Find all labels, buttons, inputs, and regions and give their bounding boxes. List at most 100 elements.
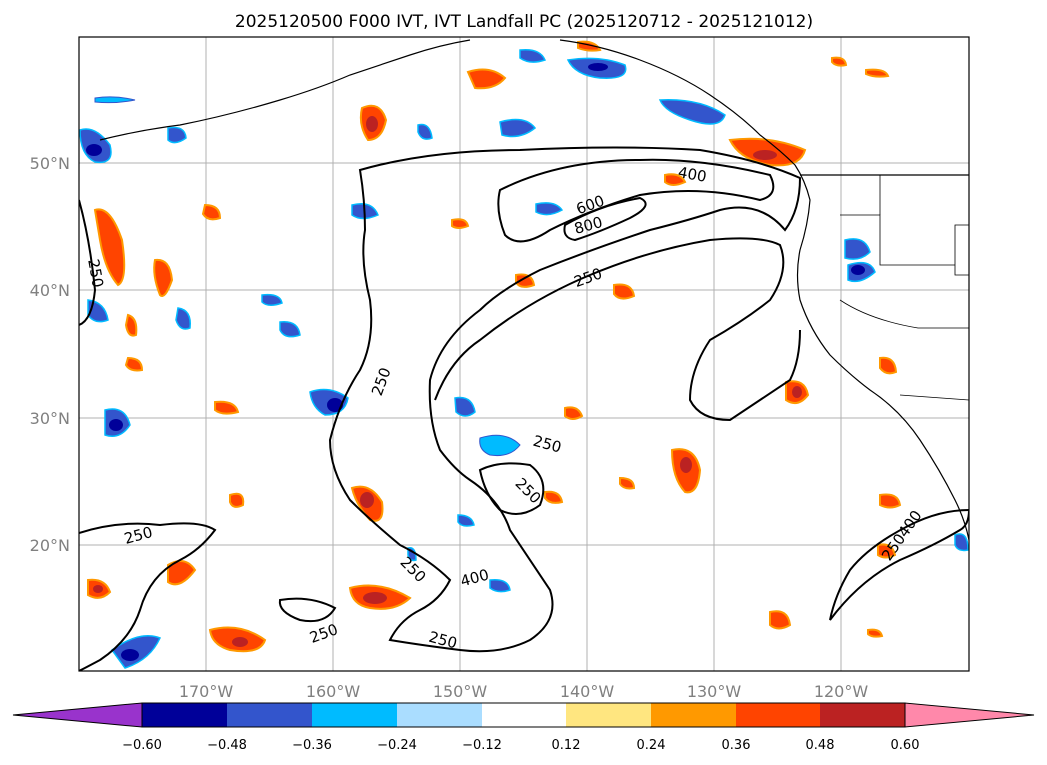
- colorbar-segment: [312, 703, 397, 727]
- lon-label-170w: 170°W: [179, 682, 234, 701]
- positive-anomaly: [201, 203, 222, 221]
- contour-250-loop: [478, 462, 545, 515]
- positive-anomaly: [229, 492, 245, 508]
- us-mexico-border: [899, 394, 969, 401]
- negative-anomaly: [279, 321, 301, 338]
- negative-anomaly-core: [109, 419, 123, 431]
- contour-600: [563, 196, 647, 242]
- positive-anomaly-core: [680, 457, 692, 473]
- positive-anomaly: [619, 476, 636, 490]
- negative-anomaly: [94, 96, 136, 104]
- north-america-coast: [559, 39, 969, 541]
- contour-250-outer: [328, 146, 802, 653]
- negative-anomaly-core: [121, 649, 139, 661]
- negative-anomaly: [454, 396, 476, 417]
- negative-anomaly: [954, 533, 969, 552]
- map-panel: [79, 37, 969, 671]
- positive-anomaly-core: [366, 116, 378, 132]
- contour-250-west: [79, 199, 97, 326]
- positive-anomaly-core: [360, 492, 374, 508]
- negative-anomaly: [261, 293, 283, 306]
- positive-anomaly: [664, 173, 687, 186]
- lon-label-140w: 140°W: [560, 682, 615, 701]
- lon-label-160w: 160°W: [306, 682, 361, 701]
- negative-anomaly: [844, 238, 871, 260]
- negative-anomaly: [417, 123, 433, 140]
- positive-anomaly: [613, 283, 636, 300]
- colorbar-extend-high: [904, 702, 1035, 728]
- colorbar-tick-label: −0.12: [462, 738, 502, 753]
- positive-anomaly-core: [93, 585, 103, 593]
- lat-label-40n: 40°N: [30, 281, 70, 300]
- positive-anomaly: [877, 543, 897, 559]
- negative-anomaly: [658, 99, 726, 125]
- colorbar-segment: [397, 703, 482, 727]
- lon-label-150w: 150°W: [433, 682, 488, 701]
- positive-anomaly: [867, 628, 884, 638]
- colorbar-tick-label: −0.48: [207, 738, 247, 753]
- positive-anomaly: [515, 273, 536, 288]
- positive-anomaly: [153, 258, 174, 297]
- state-borders: [954, 224, 969, 276]
- positive-anomaly: [879, 493, 902, 509]
- contour-label: 400: [677, 163, 708, 186]
- colorbar-segment: [736, 703, 820, 727]
- colorbar-segment: [820, 703, 905, 727]
- colorbar-segment: [566, 703, 651, 727]
- contour-250-inner: [434, 237, 801, 422]
- negative-anomaly-core: [86, 144, 102, 156]
- colorbar-ticks: −0.60 −0.48 −0.36 −0.24 −0.12 0.12 0.24 …: [122, 738, 919, 753]
- lon-label-120w: 120°W: [814, 682, 869, 701]
- colorbar: −0.60 −0.48 −0.36 −0.24 −0.12 0.12 0.24 …: [12, 702, 1035, 753]
- positive-anomaly: [544, 490, 564, 504]
- lat-label-50n: 50°N: [30, 154, 70, 173]
- gridlines: [79, 37, 969, 671]
- colorbar-outline: [141, 702, 906, 728]
- colorbar-segment: [142, 703, 227, 727]
- negative-anomaly-core: [588, 63, 608, 71]
- negative-anomaly: [535, 202, 564, 216]
- positive-anomaly: [93, 208, 126, 287]
- negative-anomaly: [489, 578, 511, 593]
- positive-anomaly-core: [232, 637, 248, 647]
- contour-250-south: [278, 597, 337, 623]
- negative-anomaly: [479, 434, 521, 456]
- negative-anomaly: [167, 126, 187, 144]
- positive-anomaly: [124, 356, 144, 372]
- colorbar-tick-label: −0.60: [122, 738, 162, 753]
- contour-400: [497, 158, 775, 243]
- negative-anomaly-core: [851, 265, 865, 275]
- lon-labels: 170°W 160°W 150°W 140°W 130°W 120°W: [179, 682, 869, 701]
- colorbar-extend-low: [12, 702, 143, 728]
- positive-anomaly: [879, 356, 898, 375]
- positive-anomaly-core: [363, 592, 387, 604]
- colorbar-tick-label: 0.12: [552, 738, 581, 753]
- lat-labels: 50°N 40°N 30°N 20°N: [30, 154, 70, 555]
- colorbar-tick-label: 0.36: [722, 738, 751, 753]
- positive-anomaly: [214, 400, 240, 415]
- state-borders: [839, 299, 969, 329]
- state-borders: [840, 214, 955, 266]
- negative-anomaly: [175, 307, 191, 330]
- map-border: [78, 36, 970, 672]
- positive-anomaly: [769, 610, 792, 630]
- contour-250-sw: [79, 522, 217, 671]
- positive-anomaly: [451, 218, 470, 229]
- positive-anomaly: [466, 68, 507, 90]
- colorbar-tick-label: 0.24: [637, 738, 666, 753]
- negative-anomaly: [457, 514, 475, 527]
- positive-anomaly: [831, 56, 848, 67]
- colorbar-tick-label: 0.60: [891, 738, 920, 753]
- negative-anomaly: [519, 48, 547, 63]
- contour-label: 250: [84, 258, 107, 289]
- lat-label-30n: 30°N: [30, 409, 70, 428]
- colorbar-tick-label: −0.36: [292, 738, 332, 753]
- positive-anomaly: [124, 313, 138, 337]
- positive-anomaly-core: [792, 386, 802, 398]
- negative-anomaly: [499, 118, 537, 138]
- positive-anomaly: [865, 68, 890, 78]
- lat-label-20n: 20°N: [30, 536, 70, 555]
- coastlines: [99, 39, 969, 541]
- positive-anomaly: [564, 406, 584, 420]
